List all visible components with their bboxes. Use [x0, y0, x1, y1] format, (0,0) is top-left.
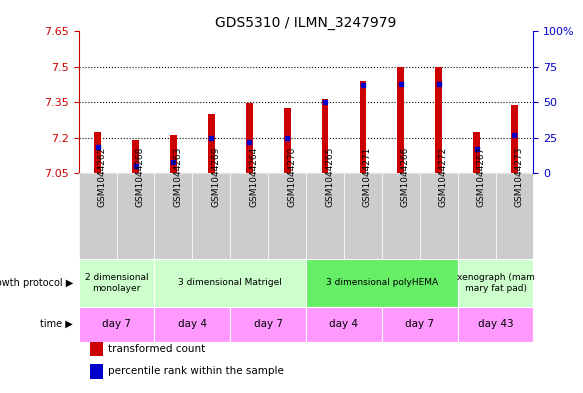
Text: 3 dimensional Matrigel: 3 dimensional Matrigel: [178, 279, 282, 287]
Bar: [398, 67, 404, 173]
Text: xenograph (mam
mary fat pad): xenograph (mam mary fat pad): [456, 273, 535, 293]
Text: GSM1044270: GSM1044270: [287, 147, 296, 208]
Bar: [360, 81, 366, 173]
Bar: [154, 173, 192, 259]
Bar: [268, 173, 306, 259]
Bar: [458, 173, 496, 259]
Text: day 7: day 7: [102, 319, 131, 329]
Text: day 4: day 4: [329, 319, 359, 329]
Text: GSM1044263: GSM1044263: [174, 147, 182, 208]
Text: GSM1044271: GSM1044271: [363, 147, 372, 208]
Text: GSM1044262: GSM1044262: [98, 147, 107, 208]
Text: growth protocol ▶: growth protocol ▶: [0, 278, 73, 288]
Bar: [284, 108, 290, 173]
Bar: [230, 307, 306, 342]
Bar: [306, 173, 344, 259]
Bar: [458, 259, 533, 307]
Text: transformed count: transformed count: [108, 344, 205, 354]
Bar: [154, 259, 306, 307]
Bar: [90, 341, 103, 356]
Bar: [382, 307, 458, 342]
Text: day 43: day 43: [477, 319, 514, 329]
Text: GSM1044269: GSM1044269: [211, 147, 220, 208]
Bar: [322, 99, 328, 173]
Bar: [132, 140, 139, 173]
Text: GSM1044272: GSM1044272: [438, 147, 448, 208]
Text: GSM1044264: GSM1044264: [250, 147, 258, 208]
Text: day 7: day 7: [405, 319, 434, 329]
Bar: [90, 364, 103, 379]
Text: time ▶: time ▶: [40, 319, 73, 329]
Bar: [154, 307, 230, 342]
Text: GSM1044273: GSM1044273: [515, 147, 524, 208]
Text: GSM1044268: GSM1044268: [135, 147, 145, 208]
Text: GSM1044267: GSM1044267: [477, 147, 486, 208]
Title: GDS5310 / ILMN_3247979: GDS5310 / ILMN_3247979: [215, 17, 397, 30]
Bar: [344, 173, 382, 259]
Bar: [306, 259, 458, 307]
Bar: [230, 173, 268, 259]
Bar: [94, 132, 101, 173]
Bar: [79, 173, 117, 259]
Bar: [306, 307, 382, 342]
Text: 2 dimensional
monolayer: 2 dimensional monolayer: [85, 273, 149, 293]
Text: day 4: day 4: [178, 319, 207, 329]
Bar: [473, 132, 480, 173]
Bar: [208, 114, 215, 173]
Bar: [170, 135, 177, 173]
Text: percentile rank within the sample: percentile rank within the sample: [108, 366, 284, 376]
Bar: [496, 173, 533, 259]
Bar: [511, 105, 518, 173]
Text: 3 dimensional polyHEMA: 3 dimensional polyHEMA: [326, 279, 438, 287]
Text: GSM1044265: GSM1044265: [325, 147, 334, 208]
Bar: [382, 173, 420, 259]
Bar: [420, 173, 458, 259]
Text: day 7: day 7: [254, 319, 283, 329]
Bar: [246, 103, 252, 173]
Text: GSM1044266: GSM1044266: [401, 147, 410, 208]
Bar: [192, 173, 230, 259]
Bar: [458, 307, 533, 342]
Bar: [79, 259, 154, 307]
Bar: [117, 173, 154, 259]
Bar: [79, 307, 154, 342]
Bar: [436, 67, 442, 173]
